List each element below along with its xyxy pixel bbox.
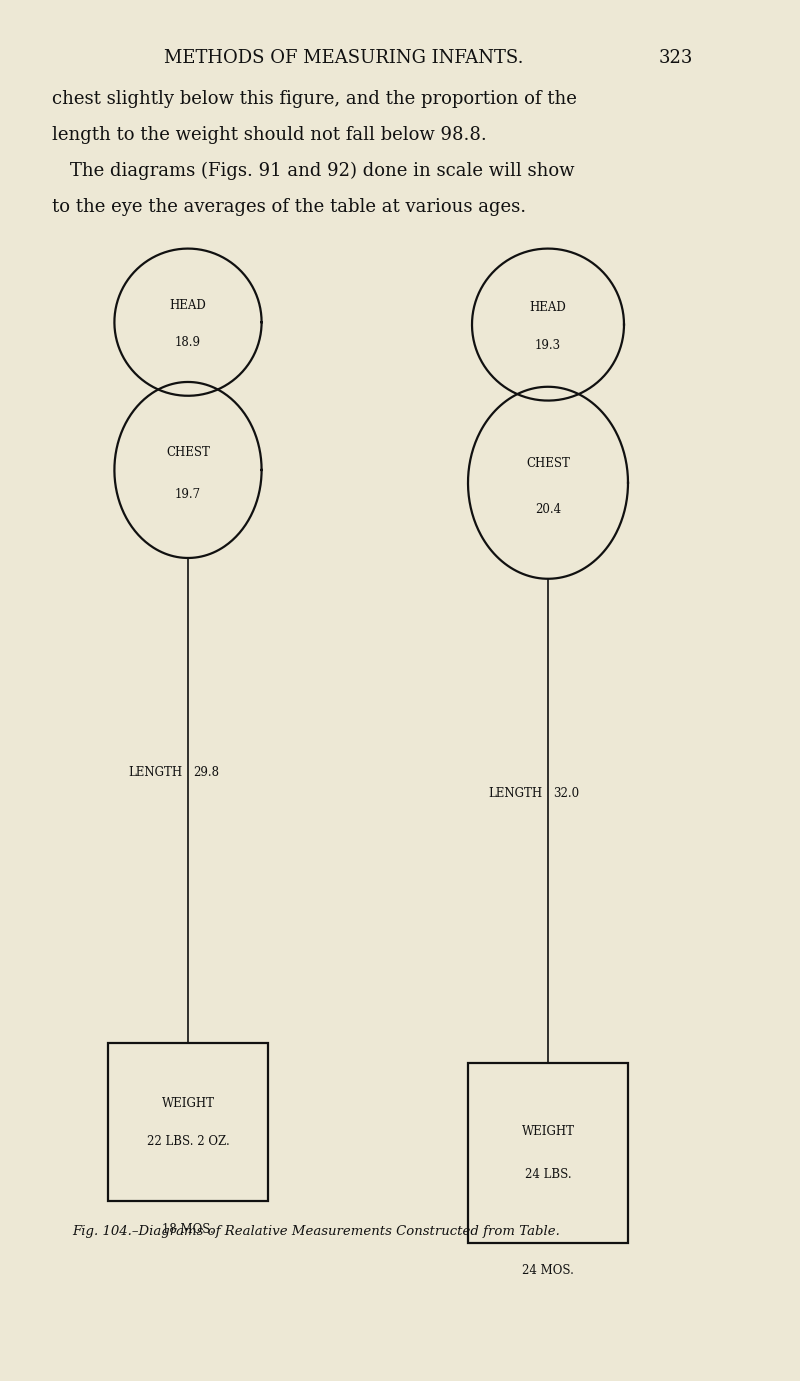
Text: 24 MOS.: 24 MOS. — [522, 1264, 574, 1277]
Text: Fig. 104.–Diagrams of Realative Measurements Constructed from Table.: Fig. 104.–Diagrams of Realative Measurem… — [72, 1225, 560, 1239]
Text: WEIGHT: WEIGHT — [522, 1126, 574, 1138]
Text: LENGTH: LENGTH — [128, 766, 182, 779]
Text: 20.4: 20.4 — [535, 503, 561, 516]
Text: LENGTH: LENGTH — [488, 787, 542, 800]
Text: HEAD: HEAD — [170, 300, 206, 312]
Text: 323: 323 — [659, 48, 693, 68]
Text: 19.7: 19.7 — [175, 487, 201, 501]
Text: chest slightly below this figure, and the proportion of the: chest slightly below this figure, and th… — [52, 90, 577, 109]
Text: 29.8: 29.8 — [194, 766, 219, 779]
Text: 24 LBS.: 24 LBS. — [525, 1168, 571, 1181]
Text: to the eye the averages of the table at various ages.: to the eye the averages of the table at … — [52, 197, 526, 217]
Text: CHEST: CHEST — [526, 457, 570, 470]
Bar — [108, 1043, 268, 1201]
Text: WEIGHT: WEIGHT — [162, 1097, 214, 1109]
Text: CHEST: CHEST — [166, 446, 210, 458]
Text: 22 LBS. 2 OZ.: 22 LBS. 2 OZ. — [146, 1135, 230, 1148]
Text: 32.0: 32.0 — [554, 787, 580, 800]
Bar — [468, 1063, 628, 1243]
Text: 18.9: 18.9 — [175, 337, 201, 349]
Text: 19.3: 19.3 — [535, 340, 561, 352]
Text: The diagrams (Figs. 91 and 92) done in scale will show: The diagrams (Figs. 91 and 92) done in s… — [52, 162, 574, 181]
Text: 18 MOS.: 18 MOS. — [162, 1222, 214, 1236]
Text: length to the weight should not fall below 98.8.: length to the weight should not fall bel… — [52, 126, 486, 145]
Text: HEAD: HEAD — [530, 301, 566, 315]
Text: METHODS OF MEASURING INFANTS.: METHODS OF MEASURING INFANTS. — [164, 48, 524, 68]
